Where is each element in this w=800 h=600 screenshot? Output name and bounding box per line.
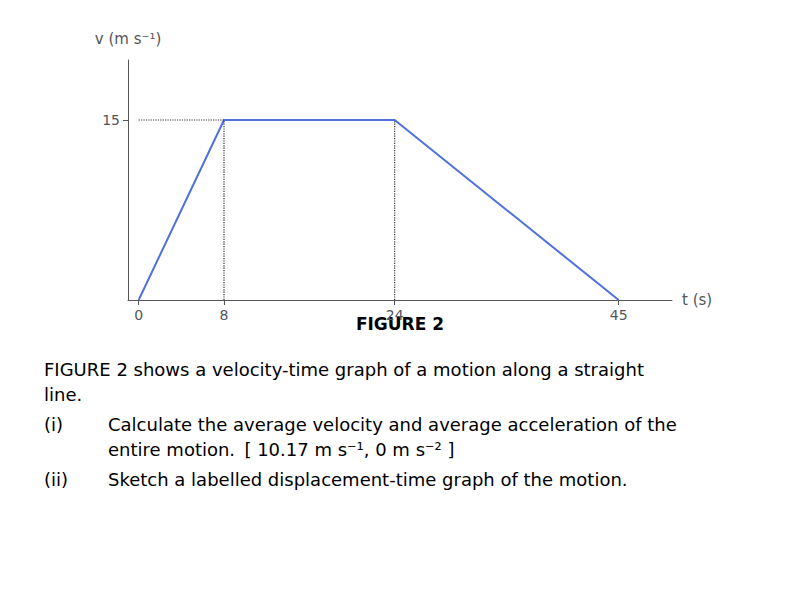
- svg-text:(i): (i): [44, 414, 63, 435]
- svg-text:line.: line.: [44, 384, 82, 405]
- svg-text:Calculate the average velocity: Calculate the average velocity and avera…: [108, 414, 677, 435]
- svg-text:24: 24: [386, 307, 404, 323]
- svg-text:FIGURE 2 shows a velocity-time: FIGURE 2 shows a velocity-time graph of …: [44, 359, 644, 380]
- svg-text:8: 8: [220, 307, 229, 323]
- svg-text:t (s): t (s): [682, 291, 712, 309]
- svg-text:45: 45: [610, 307, 628, 323]
- svg-text:v (m s⁻¹): v (m s⁻¹): [95, 30, 161, 48]
- svg-text:0: 0: [134, 307, 143, 323]
- svg-text:Sketch a labelled displacement: Sketch a labelled displacement-time grap…: [108, 469, 628, 490]
- svg-text:(ii): (ii): [44, 469, 68, 490]
- svg-text:15: 15: [102, 112, 120, 128]
- svg-text:entire motion. [ 10.17 m s⁻¹,: entire motion. [ 10.17 m s⁻¹, 0 m s⁻² ]: [108, 439, 454, 460]
- svg-text:FIGURE 2: FIGURE 2: [355, 313, 445, 334]
